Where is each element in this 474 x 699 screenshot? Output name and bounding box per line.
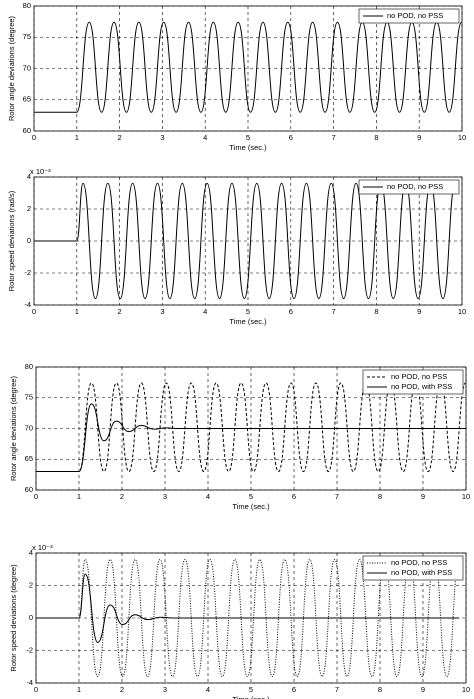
x-tick-label: 10 (458, 307, 466, 316)
x-tick-label: 7 (332, 133, 336, 142)
x-tick-label: 1 (77, 685, 81, 694)
x-tick-label: 1 (75, 307, 79, 316)
x-tick-label: 5 (249, 492, 253, 501)
y-tick-label: 0 (29, 613, 33, 622)
x-tick-label: 4 (203, 307, 207, 316)
series-line (36, 558, 460, 678)
y-exponent: x 10⁻³ (30, 167, 51, 176)
y-exponent: x 10⁻³ (32, 543, 53, 552)
x-tick-label: 2 (118, 133, 122, 142)
x-tick-label: 9 (421, 685, 425, 694)
x-tick-label: 6 (289, 133, 293, 142)
y-tick-label: 4 (29, 548, 33, 557)
x-tick-label: 3 (160, 133, 164, 142)
plot-frame (33, 5, 463, 132)
x-tick-label: 6 (292, 685, 296, 694)
x-tick-label: 8 (378, 685, 382, 694)
x-tick-label: 8 (374, 307, 378, 316)
chart: 0 1 2 3 4 5 6 7 8 9 10 -4 -2 0 2 4 Time (sec.) Rotor spee… (9, 543, 470, 699)
x-tick-label: 1 (77, 492, 81, 501)
x-tick-label: 7 (335, 492, 339, 501)
x-tick-label: 4 (203, 133, 207, 142)
y-tick-label: -4 (26, 678, 33, 687)
y-tick-label: 0 (27, 236, 31, 245)
x-tick-label: 9 (417, 133, 421, 142)
legend-label: no POD, no PSS (391, 558, 447, 567)
y-axis-label: Rotor speed deviations (rad/s) (7, 190, 16, 291)
y-tick-label: 80 (25, 362, 33, 371)
y-tick-label: 75 (23, 32, 31, 41)
x-tick-label: 8 (374, 133, 378, 142)
y-tick-label: 65 (25, 454, 33, 463)
y-tick-label: 4 (27, 172, 31, 181)
x-tick-label: 2 (120, 685, 124, 694)
x-tick-label: 2 (120, 492, 124, 501)
chart: 0 1 2 3 4 5 6 7 8 9 10 60 65 70 75 80 Time (sec.) Rotor a… (9, 362, 470, 511)
series-line (36, 573, 460, 643)
x-tick-label: 0 (34, 492, 38, 501)
y-tick-label: 70 (23, 63, 31, 72)
x-tick-label: 1 (75, 133, 79, 142)
legend-box (362, 555, 464, 581)
x-tick-label: 5 (246, 133, 250, 142)
x-tick-label: 5 (249, 685, 253, 694)
chart: 0 1 2 3 4 5 6 7 8 9 10 -4 -2 0 2 4 Time (sec.) Rotor spee… (7, 167, 466, 326)
y-axis-label: Rotor speed deviations (degree) (9, 564, 18, 672)
y-tick-label: 2 (29, 580, 33, 589)
x-tick-label: 0 (32, 133, 36, 142)
legend-label: no POD, no PSS (387, 182, 443, 191)
x-tick-label: 9 (421, 492, 425, 501)
legend-box (358, 8, 460, 24)
legend-label: no POD, with PSS (391, 568, 452, 577)
x-axis-label: Time (sec.) (229, 317, 267, 326)
plot-frame (33, 176, 463, 306)
y-tick-label: 75 (25, 393, 33, 402)
x-tick-label: 5 (246, 307, 250, 316)
x-tick-label: 7 (335, 685, 339, 694)
x-tick-label: 3 (160, 307, 164, 316)
x-axis-label: Time (sec.) (229, 143, 267, 152)
y-tick-label: 70 (25, 423, 33, 432)
legend-label: no POD, no PSS (391, 372, 447, 381)
x-tick-label: 10 (462, 492, 470, 501)
y-axis-label: Rotor angle deviations (degree) (9, 375, 18, 481)
x-axis-label: Time (sec.) (232, 502, 270, 511)
series-line (34, 21, 463, 113)
x-axis-label: Time (sec.) (232, 695, 270, 699)
x-tick-label: 6 (289, 307, 293, 316)
x-tick-label: 0 (34, 685, 38, 694)
x-tick-label: 4 (206, 492, 210, 501)
y-tick-label: 2 (27, 204, 31, 213)
x-tick-label: 0 (32, 307, 36, 316)
x-tick-label: 2 (118, 307, 122, 316)
x-tick-label: 10 (462, 685, 470, 694)
x-tick-label: 10 (458, 133, 466, 142)
x-tick-label: 9 (417, 307, 421, 316)
y-tick-label: 60 (25, 485, 33, 494)
y-tick-label: 65 (23, 95, 31, 104)
legend-label: no POD, with PSS (391, 382, 452, 391)
series-line (36, 382, 467, 473)
x-tick-label: 6 (292, 492, 296, 501)
y-tick-label: -2 (24, 268, 31, 277)
x-tick-label: 7 (332, 307, 336, 316)
y-tick-label: 80 (23, 1, 31, 10)
plot-frame (35, 366, 467, 491)
x-tick-label: 8 (378, 492, 382, 501)
legend-box (358, 179, 460, 195)
y-tick-label: -2 (26, 645, 33, 654)
y-tick-label: 60 (23, 126, 31, 135)
series-line (34, 182, 456, 300)
legend-box (362, 369, 464, 395)
chart: 0 1 2 3 4 5 6 7 8 9 10 60 65 70 75 80 Time (sec.) Rotor a… (7, 1, 466, 152)
legend-label: no POD, no PSS (387, 11, 443, 20)
y-axis-label: Rotor angle deviations (degree) (7, 15, 16, 121)
x-tick-label: 3 (163, 492, 167, 501)
y-tick-label: -4 (24, 300, 31, 309)
plot-frame (35, 552, 467, 684)
x-tick-label: 3 (163, 685, 167, 694)
series-line (36, 403, 466, 473)
x-tick-label: 4 (206, 685, 210, 694)
